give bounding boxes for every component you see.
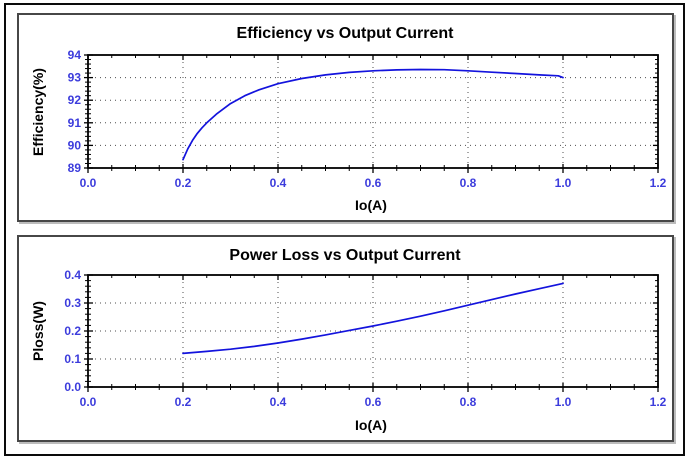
power-loss-chart: Power Loss vs Output Current Ploss(W) Io… bbox=[30, 247, 667, 433]
power-loss-x-axis-label: Io(A) bbox=[355, 417, 387, 433]
y-tick-label: 0.4 bbox=[64, 268, 81, 282]
efficiency-chart: Efficiency vs Output Current Efficiency(… bbox=[30, 25, 667, 213]
efficiency-y-axis-label: Efficiency(%) bbox=[30, 68, 46, 156]
x-tick-label: 0.4 bbox=[270, 395, 287, 409]
y-tick-label: 94 bbox=[68, 48, 82, 62]
plot-frame bbox=[87, 54, 659, 169]
efficiency-x-axis-label: Io(A) bbox=[355, 197, 387, 213]
efficiency-plot-area: 0.0 0.2 0.4 0.6 0.8 1.0 1.2 89 90 91 92 93 94 bbox=[68, 48, 667, 190]
x-tick-label: 1.0 bbox=[555, 395, 572, 409]
efficiency-curve bbox=[182, 68, 564, 161]
x-tick-label: 0.4 bbox=[270, 176, 287, 190]
y-tick-label: 0.3 bbox=[64, 296, 81, 310]
x-tick-label: 1.2 bbox=[650, 395, 667, 409]
x-tick-label: 0.0 bbox=[80, 395, 97, 409]
y-tick-label: 0.0 bbox=[64, 380, 81, 394]
y-tick-label: 0.2 bbox=[64, 324, 81, 338]
x-tick-label: 0.2 bbox=[175, 395, 192, 409]
power-loss-curve bbox=[182, 282, 564, 355]
efficiency-chart-title: Efficiency vs Output Current bbox=[237, 25, 455, 42]
x-tick-label: 0.0 bbox=[80, 176, 97, 190]
y-tick-label: 90 bbox=[68, 138, 82, 152]
efficiency-chart-panel: Efficiency vs Output Current Efficiency(… bbox=[17, 13, 674, 222]
y-tick-label: 0.1 bbox=[64, 352, 81, 366]
x-tick-label: 1.2 bbox=[650, 176, 667, 190]
power-loss-plot-area: 0.0 0.2 0.4 0.6 0.8 1.0 1.2 0.0 0.1 0.2 0.3 0.4 bbox=[64, 268, 666, 409]
y-tick-label: 89 bbox=[68, 161, 82, 175]
y-tick-label: 92 bbox=[68, 93, 82, 107]
x-tick-label: 0.6 bbox=[365, 176, 382, 190]
x-tick-label: 0.2 bbox=[175, 176, 192, 190]
x-tick-label: 0.8 bbox=[460, 395, 477, 409]
y-tick-label: 91 bbox=[68, 116, 82, 130]
x-tick-label: 0.6 bbox=[365, 395, 382, 409]
power-loss-chart-panel: Power Loss vs Output Current Ploss(W) Io… bbox=[17, 235, 674, 442]
page-outer-border bbox=[4, 3, 685, 456]
plot-frame bbox=[87, 274, 659, 388]
x-tick-label: 1.0 bbox=[555, 176, 572, 190]
power-loss-y-axis-label: Ploss(W) bbox=[30, 301, 46, 361]
power-loss-chart-title: Power Loss vs Output Current bbox=[229, 247, 461, 264]
x-tick-label: 0.8 bbox=[460, 176, 477, 190]
y-tick-label: 93 bbox=[68, 71, 82, 85]
